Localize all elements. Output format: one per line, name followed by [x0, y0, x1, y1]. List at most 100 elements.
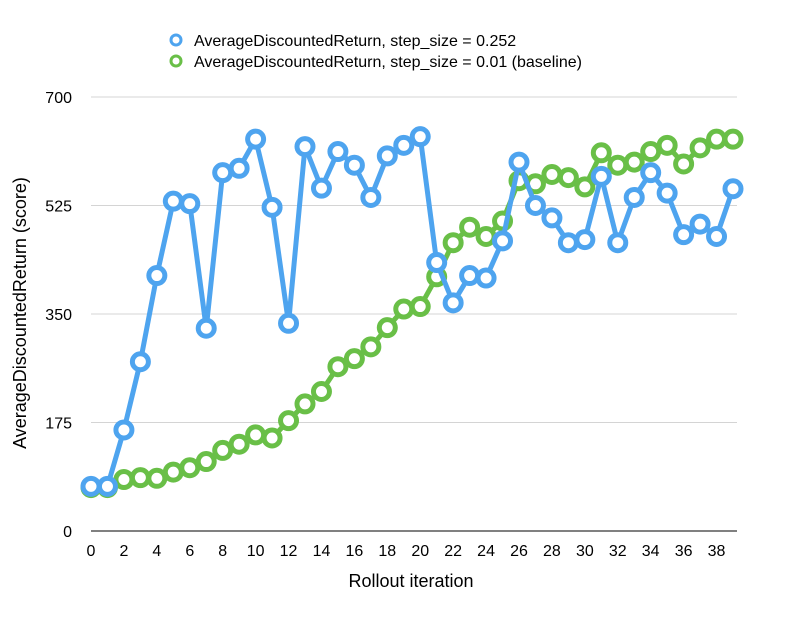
data-point — [360, 336, 382, 358]
data-point — [689, 137, 711, 159]
data-point — [278, 410, 300, 432]
x-tick-label: 20 — [411, 543, 429, 560]
x-tick-label: 4 — [152, 543, 161, 560]
data-point — [80, 475, 102, 497]
x-tick-label: 10 — [247, 543, 265, 560]
legend: AverageDiscountedReturn, step_size = 0.2… — [169, 33, 582, 71]
data-point — [689, 213, 711, 235]
y-axis-label: AverageDiscountedReturn (score) — [10, 177, 30, 449]
legend-label-baseline: AverageDiscountedReturn, step_size = 0.0… — [194, 54, 582, 71]
data-point — [623, 186, 645, 208]
data-point — [212, 162, 234, 184]
data-point — [623, 151, 645, 173]
data-point — [162, 190, 184, 212]
data-point — [426, 252, 448, 274]
data-point — [673, 224, 695, 246]
data-point — [706, 128, 728, 150]
data-point — [245, 128, 267, 150]
data-point — [294, 136, 316, 158]
x-tick-label: 24 — [477, 543, 495, 560]
data-point — [212, 439, 234, 461]
data-point — [656, 134, 678, 156]
data-point — [607, 232, 629, 254]
data-point — [656, 182, 678, 204]
data-point — [590, 165, 612, 187]
x-tick-label: 22 — [444, 543, 462, 560]
data-point — [195, 451, 217, 473]
x-tick-label: 8 — [218, 543, 227, 560]
series-1 — [80, 126, 744, 497]
data-point — [722, 178, 744, 200]
data-point — [96, 475, 118, 497]
data-point — [508, 151, 530, 173]
data-point — [360, 186, 382, 208]
x-tick-label: 28 — [543, 543, 561, 560]
data-point — [640, 162, 662, 184]
data-point — [393, 298, 415, 320]
x-tick-label: 12 — [280, 543, 298, 560]
data-point — [376, 145, 398, 167]
data-point — [673, 153, 695, 175]
data-point — [574, 176, 596, 198]
x-tick-label: 34 — [642, 543, 660, 560]
data-point — [228, 433, 250, 455]
x-tick-label: 36 — [675, 543, 693, 560]
data-point — [146, 265, 168, 287]
data-point — [492, 230, 514, 252]
x-tick-label: 18 — [378, 543, 396, 560]
legend-marker-step-0252 — [169, 33, 183, 47]
data-point — [640, 141, 662, 163]
data-point — [524, 195, 546, 216]
data-point — [261, 196, 283, 218]
data-point — [541, 207, 563, 229]
legend-item-baseline: AverageDiscountedReturn, step_size = 0.0… — [169, 54, 582, 71]
data-point — [409, 296, 431, 318]
data-point — [541, 164, 563, 185]
data-point — [195, 317, 217, 339]
data-point — [310, 177, 332, 199]
data-point — [327, 356, 349, 378]
data-point — [706, 226, 728, 247]
data-point — [459, 265, 481, 287]
data-point — [574, 229, 596, 251]
data-point — [459, 216, 481, 238]
data-point — [376, 317, 398, 339]
data-point — [310, 381, 332, 402]
x-tick-label: 32 — [609, 543, 627, 560]
data-point — [607, 154, 629, 176]
y-tick-label: 175 — [45, 416, 72, 433]
legend-marker-baseline — [169, 54, 183, 68]
data-point — [442, 232, 464, 254]
data-point — [475, 267, 497, 289]
data-point — [146, 467, 168, 489]
x-tick-label: 14 — [313, 543, 331, 560]
x-tick-label: 38 — [708, 543, 726, 560]
legend-label-step-0252: AverageDiscountedReturn, step_size = 0.2… — [194, 33, 516, 50]
x-tick-label: 0 — [87, 543, 96, 560]
data-point — [557, 232, 579, 254]
y-tick-label: 525 — [45, 199, 72, 216]
x-tick-label: 16 — [345, 543, 363, 560]
legend-item-step-0252: AverageDiscountedReturn, step_size = 0.2… — [169, 33, 516, 50]
data-point — [294, 393, 316, 415]
data-point — [129, 467, 151, 489]
data-point — [343, 154, 365, 176]
x-tick-label: 6 — [185, 543, 194, 560]
data-point — [245, 424, 267, 446]
x-tick-label: 30 — [576, 543, 594, 560]
y-tick-labels: 0 175 350 525 700 — [45, 90, 72, 541]
data-point — [228, 157, 250, 179]
y-tick-label: 0 — [63, 524, 72, 541]
data-point — [327, 141, 349, 163]
data-point — [475, 226, 497, 247]
x-tick-labels: 0 2 4 6 8 10 12 14 16 18 20 22 24 26 28 30 32 34 36 38 — [87, 543, 726, 560]
y-tick-label: 700 — [45, 90, 72, 107]
data-point — [162, 461, 184, 483]
data-point — [113, 469, 135, 491]
data-point — [393, 134, 415, 156]
series-0 — [80, 128, 744, 499]
data-point — [179, 457, 201, 479]
data-point — [409, 126, 431, 148]
x-tick-label: 2 — [119, 543, 128, 560]
